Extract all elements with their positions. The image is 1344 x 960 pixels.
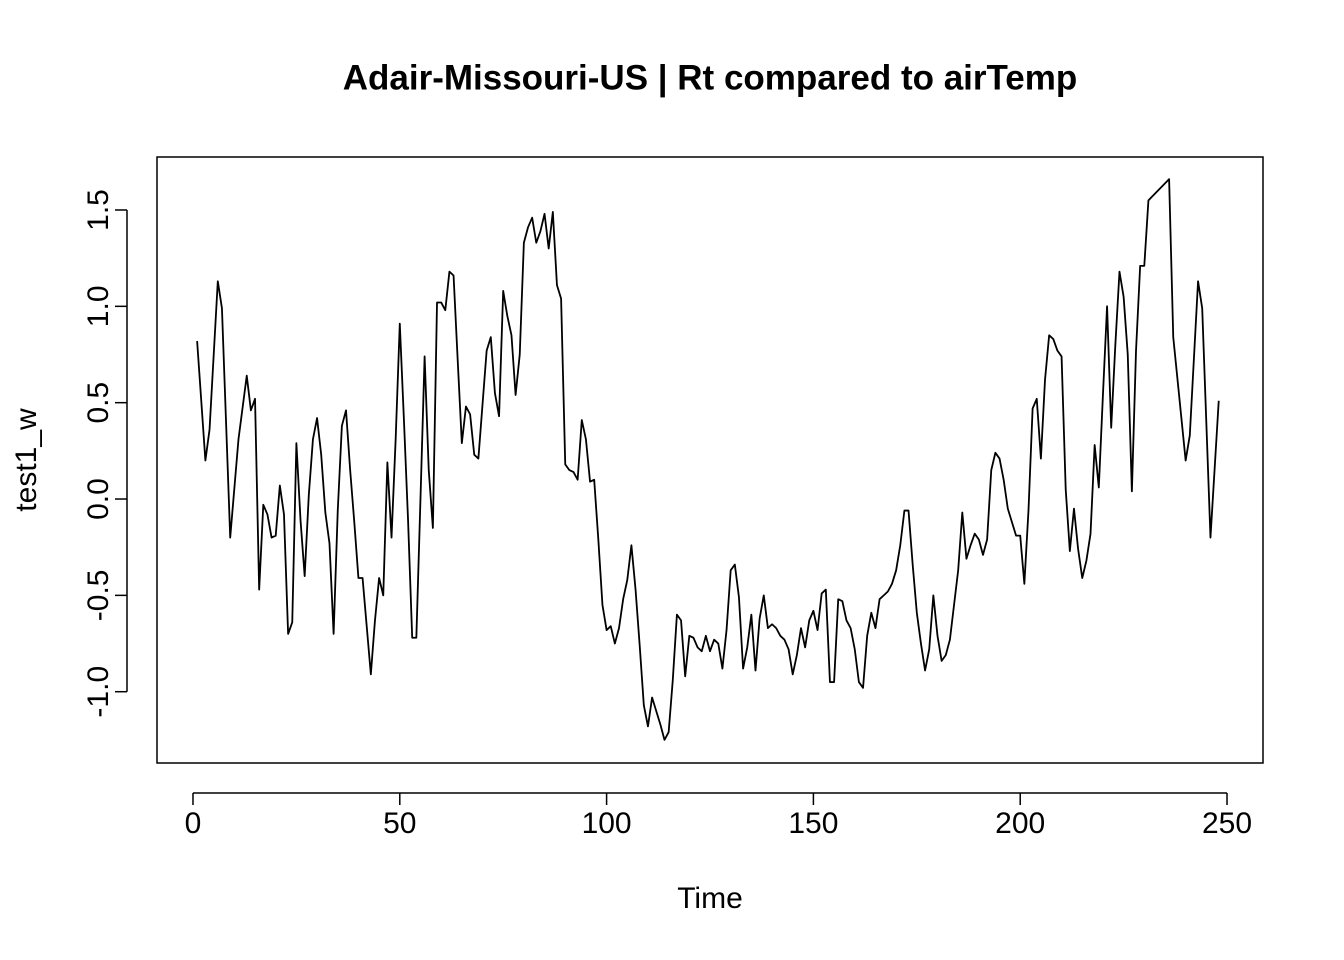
y-tick-label: -0.5 (82, 570, 115, 622)
x-tick-label: 150 (788, 807, 838, 840)
y-tick-label: -1.0 (82, 666, 115, 718)
x-tick-label: 0 (185, 807, 202, 840)
y-tick-label: 0.0 (82, 478, 115, 520)
x-tick-label: 100 (582, 807, 632, 840)
chart-title: Adair-Missouri-US | Rt compared to airTe… (343, 58, 1078, 97)
x-tick-label: 50 (383, 807, 416, 840)
x-tick-label: 200 (995, 807, 1045, 840)
plot-frame (156, 156, 1264, 764)
x-axis-label: Time (677, 882, 743, 915)
y-axis-label: test1_w (10, 408, 43, 512)
y-tick-label: 0.5 (82, 382, 115, 424)
y-tick-label: 1.5 (82, 189, 115, 231)
data-line (196, 178, 1220, 741)
x-tick-label: 250 (1202, 807, 1252, 840)
y-tick-label: 1.0 (82, 285, 115, 327)
